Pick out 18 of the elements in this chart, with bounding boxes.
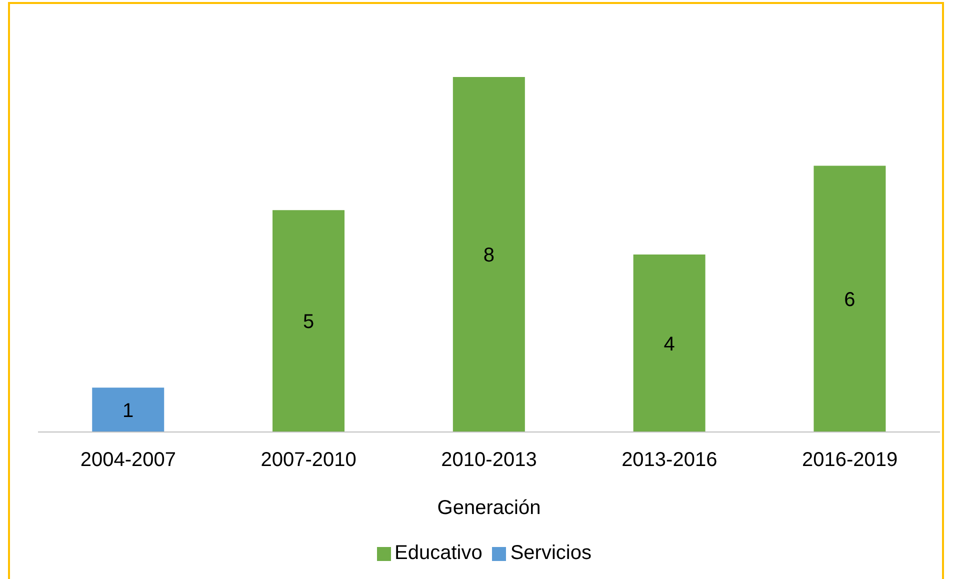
bar: [92, 388, 164, 432]
data-label: 1: [122, 400, 134, 422]
legend-label: Educativo: [394, 542, 482, 564]
x-tick-label: 2013-2016: [622, 449, 718, 472]
x-tick-label: 2004-2007: [80, 449, 176, 472]
x-tick-label: 2007-2010: [260, 449, 356, 472]
x-axis-title: Generación: [437, 497, 541, 519]
x-tick-label: 2016-2019: [802, 449, 898, 472]
data-label: 4: [664, 333, 675, 356]
x-tick-label: 2010-2013: [441, 449, 537, 472]
data-label: 8: [483, 244, 494, 267]
bar: [814, 166, 886, 432]
bar: [633, 254, 706, 432]
data-label: 5: [302, 311, 314, 334]
data-label: 6: [844, 288, 856, 311]
bar: [452, 77, 525, 432]
legend-label: Servicios: [510, 542, 592, 564]
bar: [272, 210, 345, 432]
